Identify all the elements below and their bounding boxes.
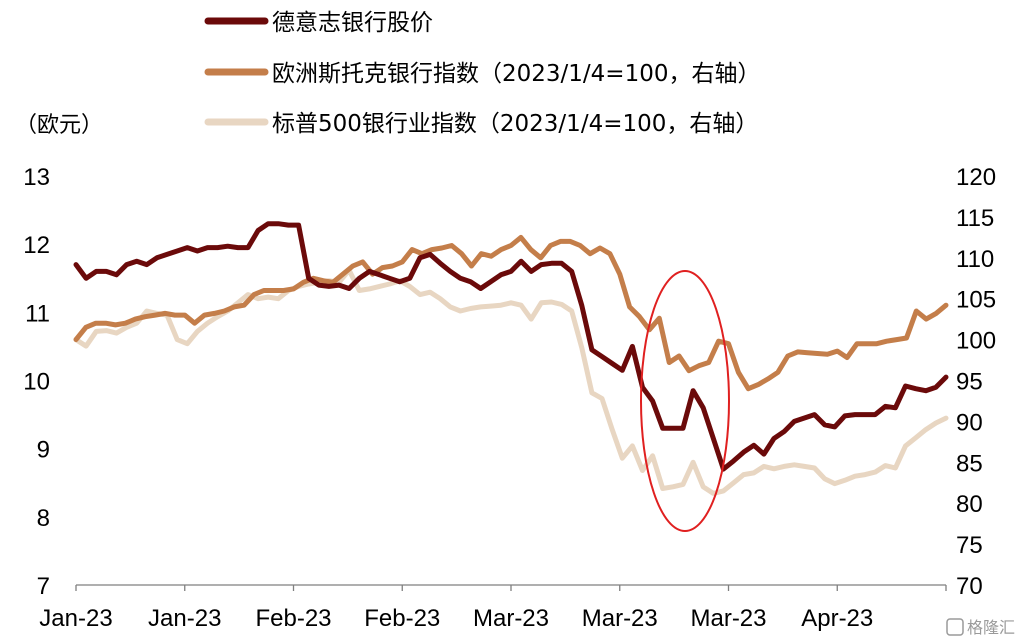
legend-label-stoxx-banks: 欧洲斯托克银行指数（2023/1/4=100，右轴） <box>272 61 760 87</box>
x-tick-label: Mar-23 <box>582 605 658 632</box>
right-tick-label: 120 <box>956 164 996 191</box>
series-layer <box>73 221 949 496</box>
x-axis: Jan-23 Jan-23 Feb-23 Feb-23 Mar-23 Mar-23 Mar-… <box>39 584 947 632</box>
x-tick-label: Feb-23 <box>255 605 331 632</box>
left-tick-label: 12 <box>23 232 50 259</box>
watermark: 格隆汇 <box>946 618 1015 637</box>
right-tick-label: 95 <box>956 369 983 396</box>
right-tick-label: 75 <box>956 532 983 559</box>
right-tick-label: 110 <box>956 246 994 273</box>
highlight-ellipse <box>640 270 730 532</box>
x-tick-label: Mar-23 <box>473 605 549 632</box>
x-tick-label: Feb-23 <box>364 605 440 632</box>
left-tick-label: 10 <box>23 369 50 396</box>
left-tick-label: 9 <box>37 437 50 464</box>
x-tick-label: Apr-23 <box>801 605 873 632</box>
left-axis-unit: （欧元） <box>15 113 103 138</box>
left-tick-label: 11 <box>25 300 50 327</box>
series-line-deutsche-bank <box>73 221 949 472</box>
x-tick-label: Jan-23 <box>148 605 221 632</box>
left-axis: 7 8 9 10 11 12 13 <box>23 164 50 600</box>
right-tick-label: 70 <box>956 573 983 600</box>
right-tick-label: 115 <box>956 205 994 232</box>
left-tick-label: 7 <box>37 573 50 600</box>
right-tick-label: 105 <box>956 287 996 314</box>
watermark-text: 格隆汇 <box>967 618 1015 637</box>
legend-label-deutsche-bank: 德意志银行股价 <box>272 10 433 36</box>
left-tick-label: 13 <box>23 164 50 191</box>
x-tick-label: Mar-23 <box>690 605 766 632</box>
right-tick-label: 90 <box>956 409 983 436</box>
right-axis: 70 75 80 85 90 95 100 105 110 115 120 <box>956 164 996 600</box>
watermark-logo-icon <box>946 618 964 636</box>
right-tick-label: 85 <box>956 450 983 477</box>
left-tick-label: 8 <box>37 505 50 532</box>
legend-label-sp500-banks: 标普500银行业指数（2023/1/4=100，右轴） <box>272 111 758 137</box>
right-tick-label: 100 <box>956 328 996 355</box>
x-tick-label: Jan-23 <box>39 605 112 632</box>
series-line-sp500-banks <box>73 267 949 496</box>
right-tick-label: 80 <box>956 491 983 518</box>
series-line-stoxx-banks <box>73 234 949 392</box>
legend: 德意志银行股价 欧洲斯托克银行指数（2023/1/4=100，右轴） 标普500… <box>204 10 760 137</box>
